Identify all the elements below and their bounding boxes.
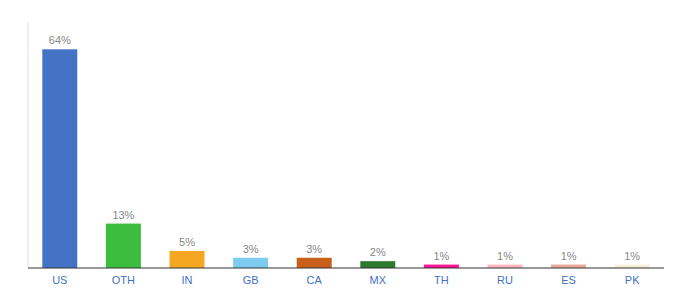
- x-tick-label: TH: [434, 274, 449, 286]
- x-tick-label: ES: [561, 274, 576, 286]
- bar: [170, 251, 205, 268]
- data-label: 1%: [497, 250, 513, 262]
- data-label: 1%: [624, 250, 640, 262]
- data-label: 1%: [433, 250, 449, 262]
- data-label: 3%: [243, 243, 259, 255]
- data-label: 3%: [306, 243, 322, 255]
- x-tick-label: GB: [243, 274, 259, 286]
- bar: [233, 258, 268, 268]
- data-label: 2%: [370, 246, 386, 258]
- x-axis-line: [28, 267, 664, 268]
- bars: [42, 49, 649, 268]
- x-tick-label: IN: [182, 274, 193, 286]
- data-label: 5%: [179, 236, 195, 248]
- x-tick-label: CA: [307, 274, 323, 286]
- chart-container: 64% 13% 5% 3% 3% 2% 1% 1% 1% 1% US OTH IN GB CA MX TH RU E…: [0, 0, 680, 300]
- y-axis-line: [28, 22, 29, 268]
- x-tick-label: PK: [625, 274, 640, 286]
- data-label: 64%: [49, 34, 71, 46]
- bar: [42, 49, 77, 268]
- chart: 64% 13% 5% 3% 3% 2% 1% 1% 1% 1% US OTH IN GB CA MX TH RU E…: [0, 0, 680, 300]
- x-tick-label: RU: [497, 274, 513, 286]
- bar: [297, 258, 332, 268]
- data-label: 13%: [112, 209, 134, 221]
- bar: [106, 224, 141, 268]
- x-tick-label: MX: [370, 274, 387, 286]
- bar: [360, 261, 395, 268]
- x-tick-label: OTH: [112, 274, 135, 286]
- x-tick-label: US: [52, 274, 67, 286]
- data-label: 1%: [561, 250, 577, 262]
